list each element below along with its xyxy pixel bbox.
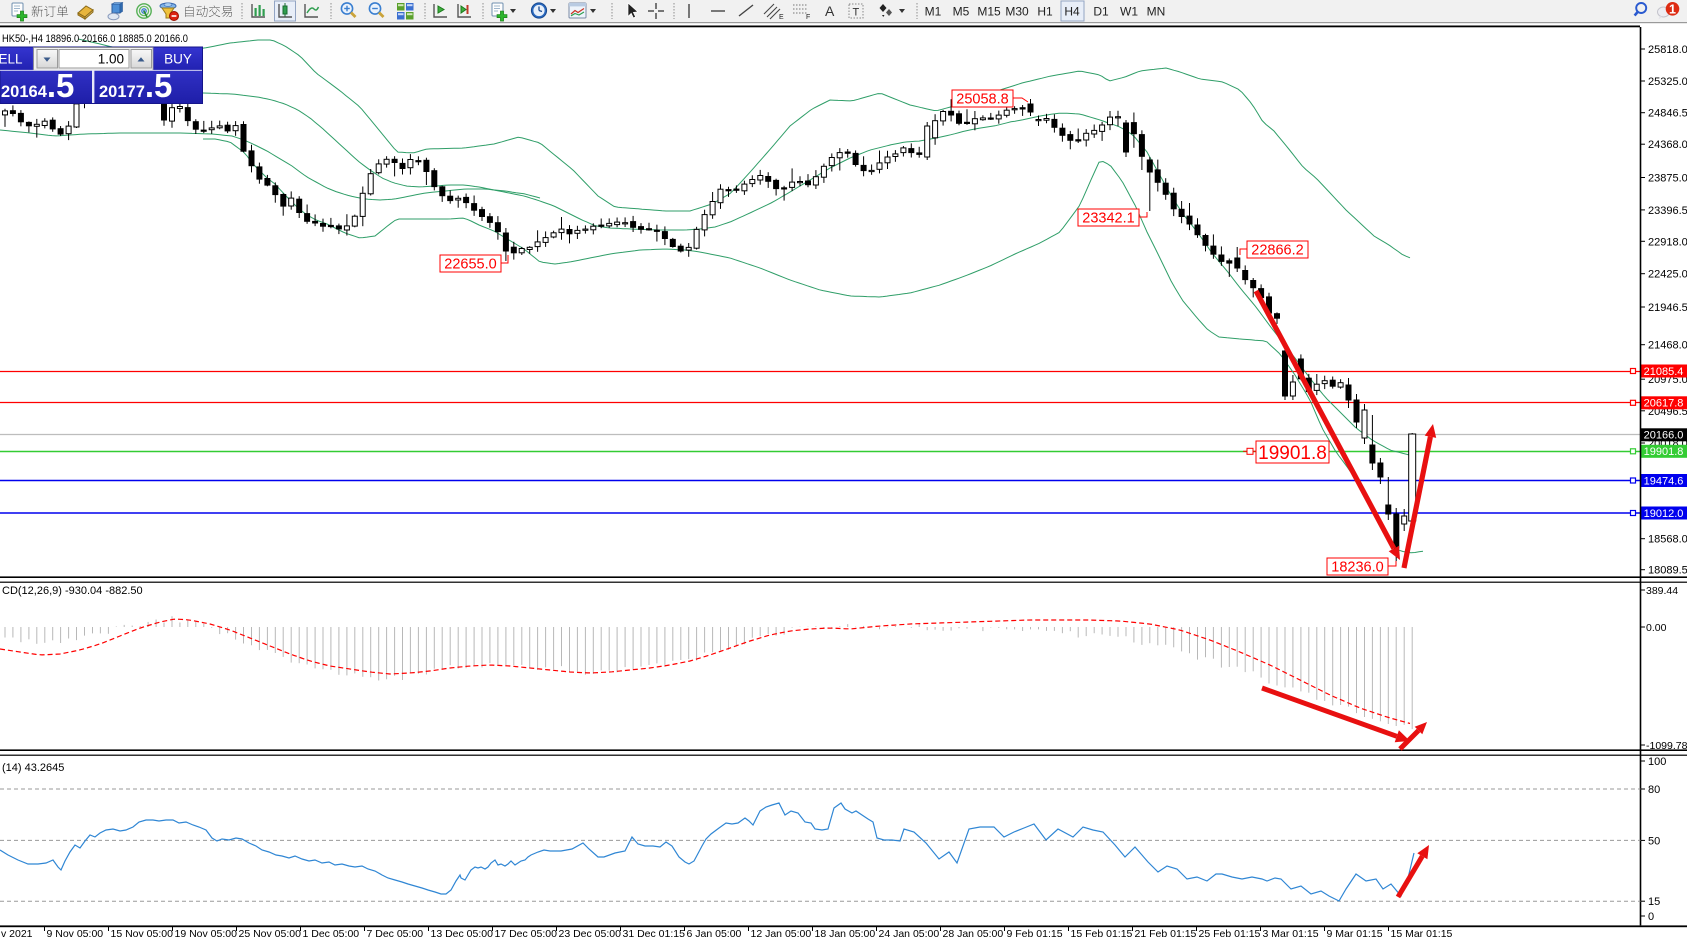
svg-text:21468.0: 21468.0 (1648, 340, 1687, 352)
svg-text:A: A (825, 3, 835, 19)
svg-text:24368.0: 24368.0 (1648, 139, 1687, 151)
svg-text:M30: M30 (1005, 5, 1029, 19)
svg-text:M15: M15 (977, 5, 1001, 19)
svg-text:22425.0: 22425.0 (1648, 269, 1687, 281)
svg-text:21946.5: 21946.5 (1648, 302, 1687, 314)
svg-text:20617.8: 20617.8 (1644, 398, 1684, 410)
svg-text:25 Nov 05:00: 25 Nov 05:00 (239, 928, 302, 940)
svg-text:23 Dec 05:00: 23 Dec 05:00 (559, 928, 622, 940)
svg-text:21085.4: 21085.4 (1644, 366, 1684, 378)
svg-text:(14) 43.2645: (14) 43.2645 (2, 762, 64, 774)
svg-text:F: F (806, 14, 810, 21)
svg-text:0: 0 (1648, 911, 1654, 923)
svg-text:22866.2: 22866.2 (1251, 243, 1303, 259)
svg-text:25325.0: 25325.0 (1648, 76, 1687, 88)
svg-text:H4: H4 (1064, 5, 1080, 19)
svg-text:12 Jan 05:00: 12 Jan 05:00 (751, 928, 812, 940)
svg-text:W1: W1 (1120, 5, 1138, 19)
svg-text:BUY: BUY (164, 52, 192, 67)
svg-text:15: 15 (1648, 896, 1660, 908)
svg-text:15 Mar 01:15: 15 Mar 01:15 (1391, 928, 1453, 940)
svg-text:H1: H1 (1037, 5, 1053, 19)
svg-text:E: E (779, 14, 784, 21)
svg-text:23396.5: 23396.5 (1648, 205, 1687, 217)
svg-text:50: 50 (1648, 835, 1660, 847)
svg-text:389.44: 389.44 (1646, 585, 1678, 597)
svg-text:15 Nov 05:00: 15 Nov 05:00 (111, 928, 174, 940)
svg-text:1: 1 (1669, 2, 1676, 16)
svg-text:-1099.78: -1099.78 (1646, 740, 1687, 752)
svg-text:22655.0: 22655.0 (444, 257, 496, 273)
svg-text:18 Jan 05:00: 18 Jan 05:00 (815, 928, 876, 940)
svg-text:17 Dec 05:00: 17 Dec 05:00 (495, 928, 558, 940)
svg-text:31 Dec 01:15: 31 Dec 01:15 (623, 928, 686, 940)
svg-text:28 Jan 05:00: 28 Jan 05:00 (943, 928, 1004, 940)
svg-text:18089.5: 18089.5 (1648, 565, 1687, 577)
svg-text:SELL: SELL (0, 52, 23, 67)
svg-text:HK50-,H4 18896.0 20166.0 1888: HK50-,H4 18896.0 20166.0 18885.0 20166.0 (2, 33, 188, 45)
svg-text:M5: M5 (953, 5, 970, 19)
svg-text:3 Mar 01:15: 3 Mar 01:15 (1263, 928, 1319, 940)
svg-text:15 Feb 01:15: 15 Feb 01:15 (1071, 928, 1133, 940)
svg-text:D1: D1 (1093, 5, 1109, 19)
svg-text:M1: M1 (925, 5, 942, 19)
svg-text:9 Mar 01:15: 9 Mar 01:15 (1327, 928, 1383, 940)
svg-text:21 Feb 01:15: 21 Feb 01:15 (1135, 928, 1197, 940)
svg-text:18568.0: 18568.0 (1648, 534, 1687, 546)
svg-text:0.00: 0.00 (1646, 622, 1667, 634)
svg-text:23342.1: 23342.1 (1082, 211, 1134, 227)
svg-text:v 2021: v 2021 (1, 928, 33, 940)
svg-text:9 Feb 01:15: 9 Feb 01:15 (1007, 928, 1063, 940)
svg-text:100: 100 (1648, 756, 1666, 768)
svg-text:23875.0: 23875.0 (1648, 173, 1687, 185)
svg-text:25 Feb 01:15: 25 Feb 01:15 (1199, 928, 1261, 940)
svg-text:20166.0: 20166.0 (1644, 430, 1684, 442)
svg-text:24 Jan 05:00: 24 Jan 05:00 (879, 928, 940, 940)
svg-text:22918.0: 22918.0 (1648, 236, 1687, 248)
svg-text:19901.8: 19901.8 (1644, 446, 1684, 458)
svg-text:80: 80 (1648, 784, 1660, 796)
svg-text:18236.0: 18236.0 (1331, 560, 1383, 576)
svg-text:6 Jan 05:00: 6 Jan 05:00 (687, 928, 742, 940)
svg-text:T: T (853, 7, 860, 19)
svg-text:1 Dec 05:00: 1 Dec 05:00 (303, 928, 360, 940)
svg-text:25058.8: 25058.8 (956, 92, 1008, 108)
svg-text:1.00: 1.00 (98, 52, 124, 67)
svg-text:MN: MN (1147, 5, 1166, 19)
svg-text:25818.0: 25818.0 (1648, 44, 1687, 56)
svg-text:7 Dec 05:00: 7 Dec 05:00 (367, 928, 424, 940)
svg-text:13 Dec 05:00: 13 Dec 05:00 (431, 928, 494, 940)
svg-text:19474.6: 19474.6 (1644, 475, 1684, 487)
svg-text:24846.5: 24846.5 (1648, 108, 1687, 120)
svg-text:19012.0: 19012.0 (1644, 508, 1684, 520)
svg-text:19 Nov 05:00: 19 Nov 05:00 (175, 928, 238, 940)
svg-text:CD(12,26,9) -930.04 -882.50: CD(12,26,9) -930.04 -882.50 (2, 585, 143, 597)
svg-text:9 Nov 05:00: 9 Nov 05:00 (47, 928, 104, 940)
svg-text:19901.8: 19901.8 (1258, 443, 1327, 464)
